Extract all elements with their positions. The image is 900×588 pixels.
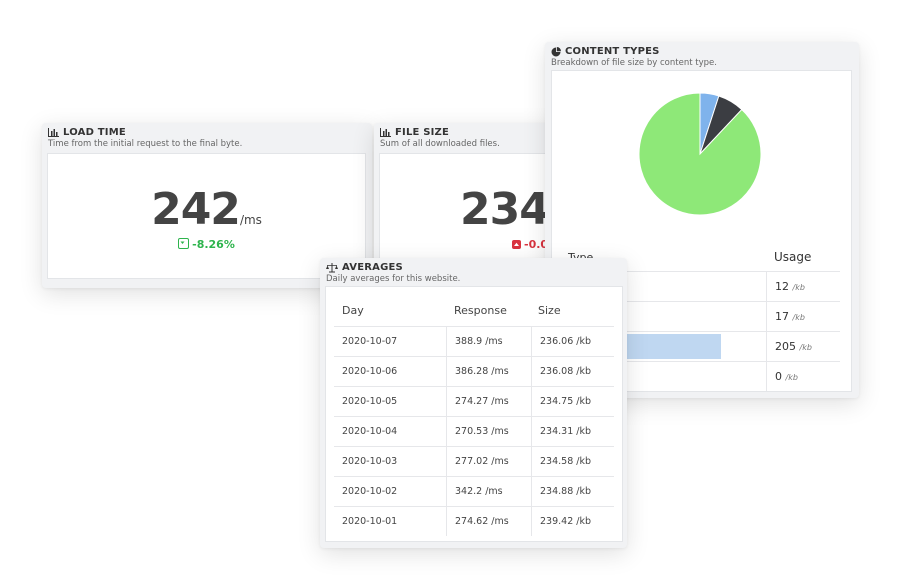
usage-unit: /kb	[792, 313, 805, 322]
response-cell: 277.02 /ms	[446, 447, 531, 476]
table-row: 2020-10-07 388.9 /ms 236.06 /kb	[334, 326, 614, 356]
pie-chart-icon	[551, 46, 561, 57]
table-row: 2020-10-03 277.02 /ms 234.58 /kb	[334, 446, 614, 476]
pie-slice	[638, 92, 762, 216]
usage-value: 12	[775, 280, 789, 293]
response-cell: 274.27 /ms	[446, 387, 531, 416]
load-time-value: 242	[151, 184, 241, 235]
caret-down-icon	[178, 238, 190, 249]
content-types-pie	[638, 92, 762, 216]
content-types-col-usage: Usage	[774, 250, 812, 264]
response-cell: 270.53 /ms	[446, 417, 531, 446]
averages-title: AVERAGES	[342, 262, 403, 273]
content-types-subtitle: Breakdown of file size by content type.	[551, 58, 717, 68]
load-time-panel: 242/ms -8.26%	[47, 153, 366, 279]
bar-chart-icon	[48, 128, 59, 137]
file-size-delta-value: -0.0	[524, 238, 549, 251]
load-time-unit: /ms	[239, 213, 262, 227]
usage-cell: 205 /kb	[766, 332, 840, 361]
response-cell: 386.28 /ms	[446, 357, 531, 386]
day-cell: 2020-10-02	[342, 486, 398, 497]
load-time-delta-value: -8.26%	[192, 238, 235, 251]
table-row: 17 /kb	[558, 301, 840, 331]
usage-cell: 17 /kb	[766, 302, 840, 331]
size-cell: 239.42 /kb	[531, 507, 614, 536]
usage-value: 17	[775, 310, 789, 323]
averages-card: AVERAGES Daily averages for this website…	[320, 258, 627, 548]
day-cell: 2020-10-05	[342, 396, 398, 407]
load-time-title: LOAD TIME	[63, 127, 126, 138]
table-row: 2020-10-02 342.2 /ms 234.88 /kb	[334, 476, 614, 506]
load-time-card: LOAD TIME Time from the initial request …	[42, 123, 372, 288]
bar-chart-icon	[380, 128, 391, 137]
table-row: 2020-10-05 274.27 /ms 234.75 /kb	[334, 386, 614, 416]
file-size-title: FILE SIZE	[395, 127, 450, 138]
load-time-value-group: 242/ms	[48, 184, 365, 235]
size-cell: 236.08 /kb	[531, 357, 614, 386]
table-row: 2020-10-06 386.28 /ms 236.08 /kb	[334, 356, 614, 386]
averages-header-row: Day Response Size	[334, 295, 614, 326]
usage-unit: /kb	[799, 343, 812, 352]
day-cell: 2020-10-01	[342, 516, 398, 527]
averages-col-day: Day	[342, 304, 364, 317]
size-cell: 234.58 /kb	[531, 447, 614, 476]
response-cell: 342.2 /ms	[446, 477, 531, 506]
usage-unit: /kb	[785, 373, 798, 382]
caret-up-icon	[512, 240, 521, 249]
table-row: 2020-10-01 274.62 /ms 239.42 /kb	[334, 506, 614, 536]
usage-cell: 12 /kb	[766, 272, 840, 301]
averages-panel: Day Response Size 2020-10-07 388.9 /ms 236…	[325, 286, 623, 542]
load-time-title-row: LOAD TIME	[48, 127, 366, 138]
usage-unit: /kb	[792, 283, 805, 292]
usage-value: 205	[775, 340, 796, 353]
day-cell: 2020-10-03	[342, 456, 398, 467]
load-time-delta: -8.26%	[48, 238, 365, 251]
table-row: 2020-10-04 270.53 /ms 234.31 /kb	[334, 416, 614, 446]
response-cell: 388.9 /ms	[446, 327, 531, 356]
content-types-title-row: CONTENT TYPES	[551, 46, 853, 57]
size-cell: 234.88 /kb	[531, 477, 614, 506]
size-cell: 234.31 /kb	[531, 417, 614, 446]
averages-subtitle: Daily averages for this website.	[326, 274, 461, 284]
day-cell: 2020-10-06	[342, 366, 398, 377]
averages-col-response: Response	[454, 304, 507, 317]
usage-cell: 0 /kb	[766, 362, 840, 391]
day-cell: 2020-10-07	[342, 336, 398, 347]
size-cell: 236.06 /kb	[531, 327, 614, 356]
size-cell: 234.75 /kb	[531, 387, 614, 416]
averages-title-row: AVERAGES	[326, 262, 621, 273]
file-size-delta: -0.0	[512, 238, 574, 251]
averages-col-size: Size	[538, 304, 561, 317]
content-types-title: CONTENT TYPES	[565, 46, 660, 57]
load-time-subtitle: Time from the initial request to the fin…	[48, 139, 243, 149]
response-cell: 274.62 /ms	[446, 507, 531, 536]
averages-table: Day Response Size 2020-10-07 388.9 /ms 236…	[334, 295, 614, 536]
scale-icon	[326, 262, 338, 273]
table-row: 12 /kb	[558, 271, 840, 301]
file-size-title-row: FILE SIZE	[380, 127, 568, 138]
table-row: 0 /kb	[558, 361, 840, 391]
day-cell: 2020-10-04	[342, 426, 398, 437]
file-size-subtitle: Sum of all downloaded files.	[380, 139, 500, 149]
usage-value: 0	[775, 370, 782, 383]
